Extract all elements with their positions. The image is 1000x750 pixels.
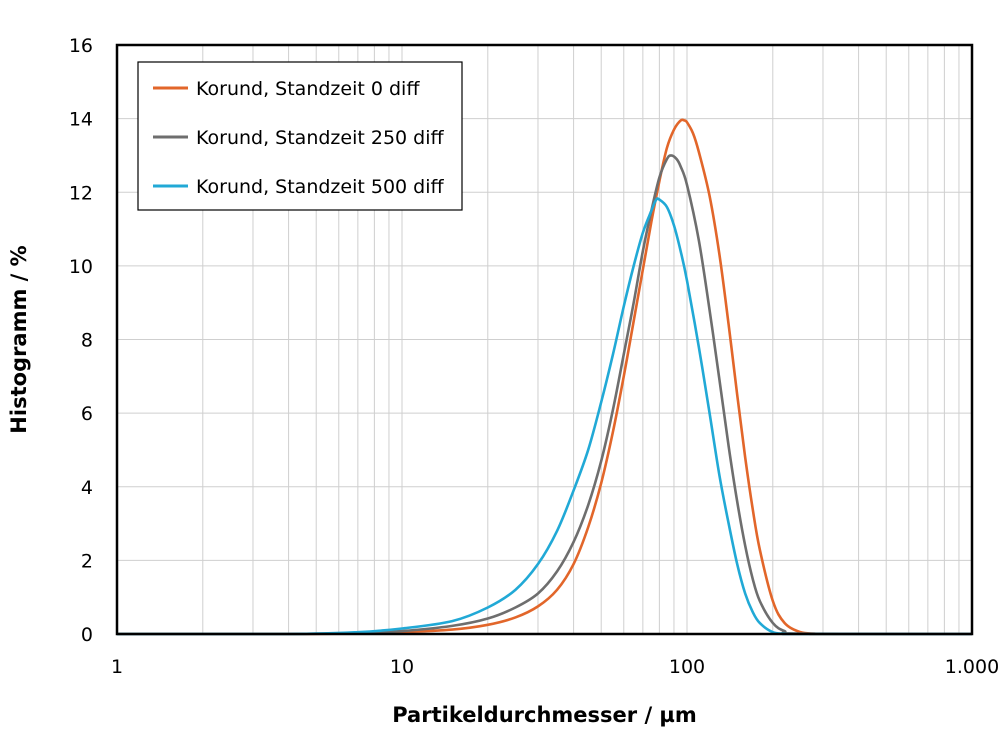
y-tick-label: 10 (69, 256, 93, 278)
x-tick-label: 1.000 (945, 656, 999, 678)
plot-frame (115, 43, 974, 636)
x-tick-label: 1 (111, 656, 123, 678)
legend-label: Korund, Standzeit 0 diff (196, 78, 420, 100)
x-axis-title: Partikeldurchmesser / µm (392, 703, 697, 727)
x-tick-label: 10 (390, 656, 414, 678)
tick-labels: 1 10 100 1.000 0 2 4 6 8 10 12 14 16 (69, 35, 999, 678)
series-line-1 (117, 118, 972, 636)
y-tick-label: 0 (81, 624, 93, 646)
y-tick-label: 12 (69, 182, 93, 204)
legend-box (137, 61, 463, 211)
y-tick-label: 2 (81, 550, 93, 572)
series-lines (117, 118, 973, 636)
y-axis-title: Histogramm / % (7, 245, 31, 433)
y-tick-label: 8 (81, 330, 93, 352)
y-tick-label: 14 (69, 109, 93, 131)
legend-label: Korund, Standzeit 500 diff (196, 176, 445, 198)
y-tick-label: 6 (81, 403, 93, 425)
series-line-2 (117, 154, 973, 636)
legend: Korund, Standzeit 0 diff Korund, Standzei… (137, 61, 463, 211)
legend-label: Korund, Standzeit 250 diff (196, 127, 445, 149)
y-tick-label: 4 (81, 477, 93, 499)
y-tick-label: 16 (69, 35, 93, 57)
series-line-3 (117, 197, 972, 636)
x-tick-label: 100 (669, 656, 705, 678)
